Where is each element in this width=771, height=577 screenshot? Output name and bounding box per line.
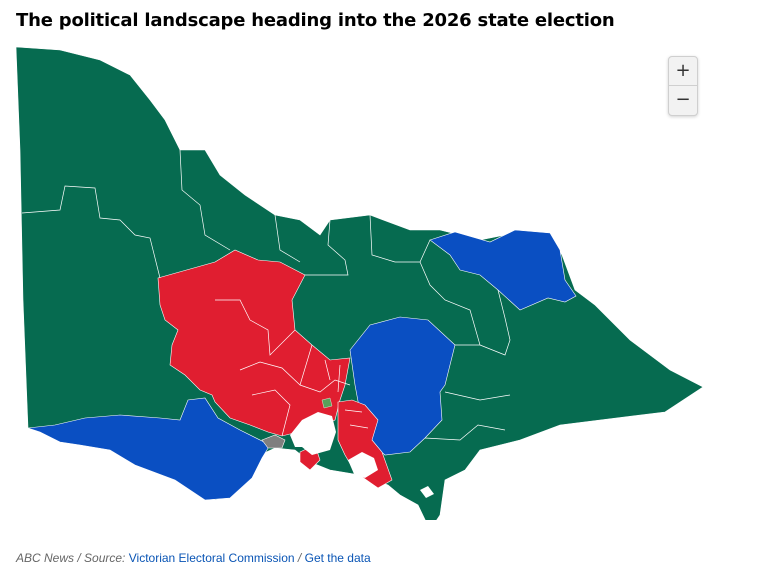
get-data-link[interactable]: Get the data	[304, 551, 371, 565]
plus-icon: +	[675, 60, 691, 81]
zoom-control: + −	[668, 56, 698, 116]
port-phillip-bay	[290, 412, 336, 455]
source-prefix: Source:	[84, 551, 126, 565]
coastal-islands	[68, 456, 434, 498]
electorate-map[interactable]	[0, 40, 771, 520]
zoom-in-button[interactable]: +	[669, 57, 697, 85]
minus-icon: −	[675, 89, 691, 110]
western-port	[348, 452, 378, 478]
region-blue-southwest[interactable]	[27, 397, 271, 501]
page-title: The political landscape heading into the…	[16, 10, 615, 31]
map-footer: ABC News / Source: Victorian Electoral C…	[16, 551, 371, 565]
separator: /	[74, 551, 85, 565]
credit-text: ABC News	[16, 551, 75, 565]
zoom-out-button[interactable]: −	[669, 85, 697, 114]
electorate-boundaries	[21, 149, 511, 441]
source-link[interactable]: Victorian Electoral Commission	[128, 551, 295, 565]
region-other[interactable]	[261, 434, 286, 449]
region-green-metro[interactable]	[321, 397, 333, 409]
separator-2: /	[297, 551, 302, 565]
region-blue-northeast[interactable]	[429, 229, 577, 311]
